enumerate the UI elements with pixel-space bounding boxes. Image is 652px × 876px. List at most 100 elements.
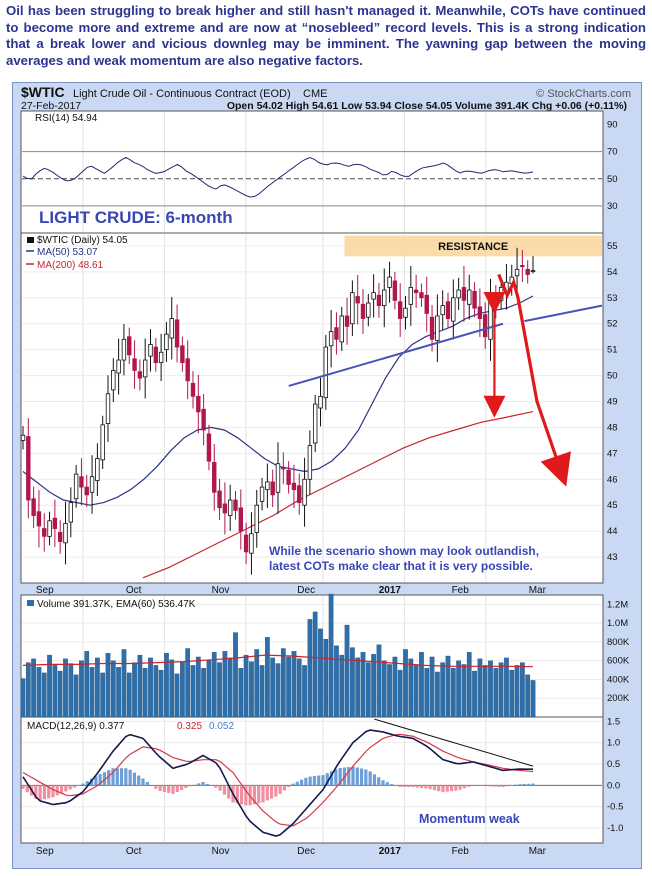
projected-downleg-arrow [497,273,571,487]
macd-histogram-bar [389,784,394,786]
volume-bar [493,668,499,718]
macd-histogram-bar [484,785,488,787]
price-tick-label: 43 [607,552,618,563]
momentum-note: Momentum weak [419,812,520,826]
macd-histogram-bar [291,783,295,786]
candle-body [344,315,350,327]
volume-bar [509,669,515,718]
macd-histogram-bar [201,781,205,786]
macd-histogram-bar [299,779,304,786]
quote-line: Open 54.02 High 54.61 Low 53.94 Close 54… [227,100,627,112]
macd-histogram-bar [411,785,415,788]
volume-bar [265,637,270,718]
macd-histogram-bar [124,768,128,786]
macd-histogram-bar [179,785,184,790]
macd-histogram-bar [252,785,257,805]
macd-histogram-bar [107,770,111,786]
candle-body [286,469,291,485]
candle-body [52,517,58,529]
macd-histogram-bar [415,785,419,788]
volume-bar [376,644,382,718]
price-tick-label: 46 [607,474,618,485]
volume-bar [514,665,520,718]
volume-bar [413,665,419,718]
macd-histogram-bar [137,775,141,786]
macd-histogram-bar [432,785,437,791]
price-tick-label: 55 [607,241,618,252]
macd-histogram-bar [278,785,282,794]
rsi-tick-label: 50 [607,174,618,185]
resistance-label: RESISTANCE [438,241,508,253]
macd-histogram-bar [38,785,42,801]
volume-bar [89,667,95,718]
volume-bar [233,632,238,718]
candle-body [185,358,190,382]
volume-bar [482,665,488,718]
scenario-note-line1: While the scenario shown may look outlan… [269,544,539,558]
volume-bar [100,672,106,718]
candle-body [461,287,467,301]
macd-histogram-bar [115,768,119,786]
candle-body [68,502,74,523]
candle-body [270,481,275,496]
macd-histogram-bar [274,785,278,797]
macd-histogram-bar [132,772,137,786]
volume-bar [206,660,212,718]
volume-bar [381,660,387,718]
volume-bar [52,665,58,718]
volume-bar [520,662,525,718]
ma200-legend: MA(200) 48.61 [37,260,104,271]
volume-bar [148,657,153,718]
volume-bar [227,657,233,718]
macd-histogram-bar [141,778,145,786]
volume-bar [174,673,180,718]
volume-bar [291,651,297,718]
macd-histogram-bar [338,768,342,786]
candle-body [275,463,281,493]
candle-body [440,305,445,316]
price-tick-label: 45 [607,500,618,511]
watermark: © StockCharts.com [536,88,631,100]
volume-bar [387,664,392,718]
candle-body [530,270,536,272]
candle-body [477,306,483,319]
candle-body [451,297,456,322]
candle-body [312,403,318,444]
volume-tick-label: 1.2M [607,599,628,610]
macd-tick-label: -0.5 [607,802,623,813]
macd-histogram-bar [522,783,527,786]
macd-histogram-bar [25,785,29,793]
volume-bar [355,657,361,718]
volume-bar [116,667,121,718]
candle-body [259,486,265,502]
macd-histogram-bar [505,785,509,787]
candle-body [238,507,244,532]
macd-histogram-bar [441,785,445,793]
x-axis-label: Feb [452,585,470,596]
macd-histogram-bar [248,785,252,806]
candle-body [366,302,371,318]
candle-body [371,292,376,300]
volume-bar [95,657,100,718]
volume-bar [318,628,323,718]
macd-histogram-bar [42,785,47,800]
volume-bar [73,674,79,718]
macd-line [22,729,533,837]
candle-body [127,336,132,356]
ma50-legend: MA(50) 53.07 [37,247,98,258]
chart-frame: $WTIC Light Crude Oil - Continuous Contr… [12,82,642,869]
macd-histogram-bar [368,771,372,786]
macd-histogram-bar [55,785,59,796]
macd-histogram-bar [149,785,154,786]
candle-body [493,300,499,304]
candle-body [196,395,201,413]
macd-histogram-bar [167,785,171,793]
candle-body [482,314,488,338]
candle-body [100,424,105,461]
volume-bar [312,611,318,718]
candle-body [323,346,329,399]
candle-body [111,370,116,391]
macd-histogram-bar [334,769,338,786]
volume-bar [137,654,143,718]
volume-bar [201,668,206,718]
